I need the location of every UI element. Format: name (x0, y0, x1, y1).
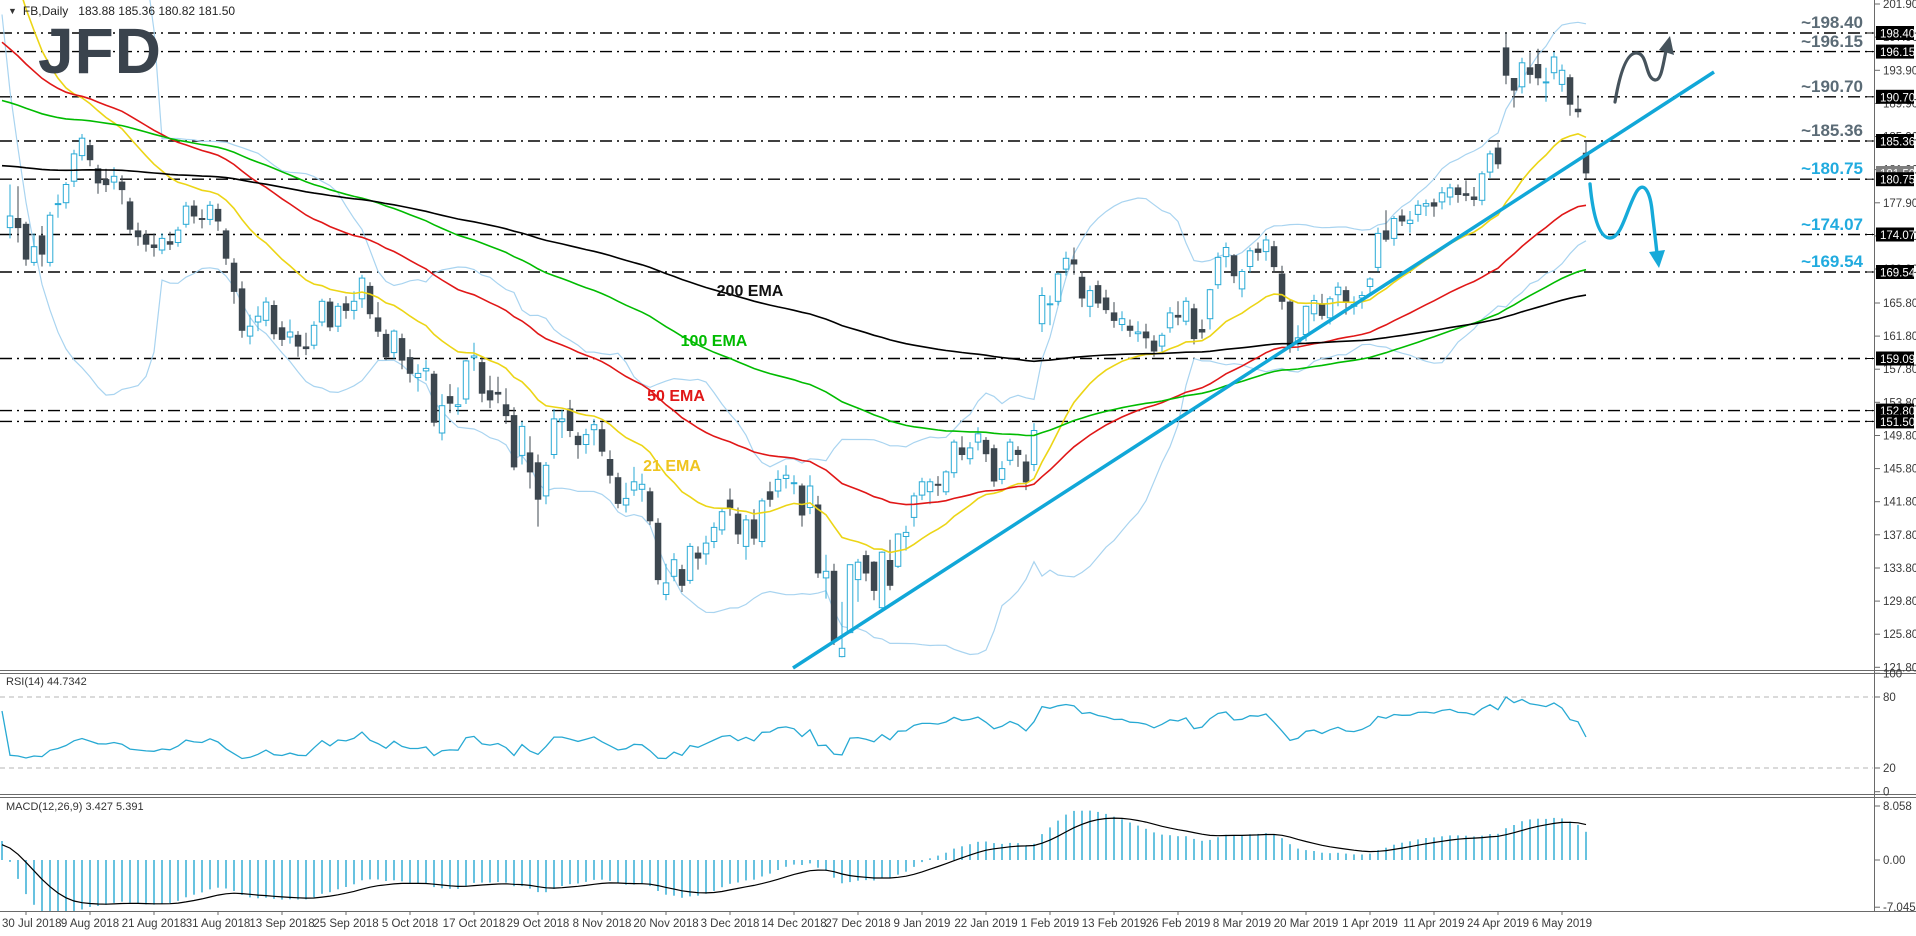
svg-text:161.80: 161.80 (1883, 331, 1916, 343)
support-resistance-lines[interactable] (0, 32, 1873, 423)
svg-text:159.09: 159.09 (1880, 354, 1915, 366)
ema-200-line (1, 164, 1587, 363)
svg-text:137.80: 137.80 (1883, 530, 1916, 542)
svg-text:100: 100 (1883, 668, 1902, 680)
bullish-projection-arrow[interactable] (1613, 36, 1674, 104)
level-label-185.36: ~185.36 (1801, 121, 1863, 140)
level-label-196.15: ~196.15 (1801, 31, 1863, 51)
svg-text:177.90: 177.90 (1883, 198, 1916, 210)
svg-text:11 Apr 2019: 11 Apr 2019 (1403, 918, 1464, 930)
svg-text:17 Oct 2018: 17 Oct 2018 (443, 918, 506, 930)
svg-text:31 Aug 2018: 31 Aug 2018 (186, 918, 251, 930)
svg-text:30 Jul 2018: 30 Jul 2018 (2, 918, 61, 930)
level-label-174.07: ~174.07 (1801, 214, 1863, 234)
svg-text:20 Nov 2018: 20 Nov 2018 (633, 918, 698, 930)
svg-text:125.80: 125.80 (1883, 629, 1916, 641)
ema-label-50-ema: 50 EMA (647, 388, 705, 405)
chart-title-bar: ▼ FB,Daily 183.88 185.36 180.82 181.50 (8, 4, 235, 18)
svg-text:9 Jan 2019: 9 Jan 2019 (894, 918, 951, 930)
svg-text:169.54: 169.54 (1880, 268, 1916, 280)
svg-text:190.70: 190.70 (1880, 92, 1915, 104)
svg-text:121.80: 121.80 (1883, 662, 1916, 674)
rsi-line (1, 696, 1587, 760)
level-label-169.54: ~169.54 (1801, 252, 1863, 271)
svg-text:165.80: 165.80 (1883, 298, 1916, 310)
svg-text:20 Mar 2019: 20 Mar 2019 (1274, 918, 1339, 930)
symbol-timeframe-label: FB,Daily (22, 4, 69, 18)
svg-text:24 Apr 2019: 24 Apr 2019 (1467, 918, 1529, 930)
symbol-dropdown-icon[interactable]: ▼ (8, 6, 17, 16)
svg-text:13 Sep 2018: 13 Sep 2018 (249, 918, 314, 930)
svg-text:21 Aug 2018: 21 Aug 2018 (122, 918, 187, 930)
macd-signal-line (1, 817, 1587, 905)
svg-text:29 Oct 2018: 29 Oct 2018 (507, 918, 570, 930)
svg-text:8 Nov 2018: 8 Nov 2018 (573, 918, 632, 930)
svg-text:0.00: 0.00 (1883, 855, 1905, 867)
svg-text:1 Feb 2019: 1 Feb 2019 (1021, 918, 1079, 930)
svg-text:1 Apr 2019: 1 Apr 2019 (1342, 918, 1398, 930)
svg-text:14 Dec 2018: 14 Dec 2018 (761, 918, 826, 930)
panel-separators[interactable] (0, 0, 1916, 912)
svg-text:26 Feb 2019: 26 Feb 2019 (1146, 918, 1211, 930)
indicator-axes[interactable]: 100 80 20 0 8.058 0.00 -7.045 (1874, 668, 1916, 914)
level-label-198.4: ~198.40 (1801, 13, 1863, 32)
svg-text:0: 0 (1883, 787, 1889, 799)
svg-text:80: 80 (1883, 692, 1896, 704)
svg-text:22 Jan 2019: 22 Jan 2019 (954, 918, 1017, 930)
svg-text:5 Oct 2018: 5 Oct 2018 (382, 918, 438, 930)
svg-text:8.058: 8.058 (1883, 801, 1912, 813)
ema-100-line (1, 99, 1587, 437)
svg-text:149.80: 149.80 (1883, 431, 1916, 443)
ema-21-line (22, 0, 1587, 554)
level-label-190.7: ~190.70 (1801, 76, 1863, 96)
ema-label-200-ema: 200 EMA (716, 283, 784, 300)
rsi-indicator-label: RSI(14) 44.7342 (6, 676, 87, 688)
svg-text:25 Sep 2018: 25 Sep 2018 (313, 918, 378, 930)
svg-text:201.90: 201.90 (1883, 0, 1916, 11)
time-axis[interactable]: 30 Jul 2018 9 Aug 2018 21 Aug 2018 31 Aug 2… (2, 911, 1592, 930)
ema-label-100-ema: 100 EMA (680, 333, 748, 350)
svg-text:-7.045: -7.045 (1883, 902, 1916, 914)
svg-text:27 Dec 2018: 27 Dec 2018 (825, 918, 890, 930)
candlesticks (6, 32, 1590, 658)
price-axis[interactable]: 201.90197.90193.90189.90185.90181.90177.… (1866, 0, 1916, 674)
ema-50-line (1, 41, 1587, 506)
ema-label-21-ema: 21 EMA (643, 458, 701, 475)
macd-indicator-label: MACD(12,26,9) 3.427 5.391 (6, 801, 144, 813)
svg-text:20: 20 (1883, 763, 1896, 775)
svg-text:6 May 2019: 6 May 2019 (1532, 918, 1592, 930)
svg-text:8 Mar 2019: 8 Mar 2019 (1213, 918, 1271, 930)
rsi-panel (0, 696, 1873, 769)
ohlc-readout: 183.88 185.36 180.82 181.50 (78, 4, 236, 18)
svg-text:196.15: 196.15 (1880, 47, 1915, 59)
svg-text:145.80: 145.80 (1883, 464, 1916, 476)
svg-text:180.75: 180.75 (1880, 175, 1915, 187)
svg-text:193.90: 193.90 (1883, 65, 1916, 77)
svg-text:9 Aug 2018: 9 Aug 2018 (61, 918, 119, 930)
jfd-logo: JFD (38, 15, 162, 87)
svg-text:174.07: 174.07 (1880, 230, 1915, 242)
ascending-trendline[interactable] (792, 70, 1715, 670)
svg-text:3 Dec 2018: 3 Dec 2018 (701, 918, 760, 930)
macd-panel (1, 810, 1587, 911)
bearish-projection-arrow[interactable] (1588, 182, 1665, 268)
level-label-180.75: ~180.75 (1801, 159, 1863, 179)
svg-text:185.36: 185.36 (1880, 137, 1915, 149)
svg-text:13 Feb 2019: 13 Feb 2019 (1082, 918, 1147, 930)
svg-text:151.50: 151.50 (1880, 417, 1915, 429)
svg-text:198.40: 198.40 (1880, 29, 1915, 41)
svg-text:129.80: 129.80 (1883, 596, 1916, 608)
svg-text:141.80: 141.80 (1883, 497, 1916, 509)
svg-text:133.80: 133.80 (1883, 563, 1916, 575)
svg-text:157.80: 157.80 (1883, 364, 1916, 376)
